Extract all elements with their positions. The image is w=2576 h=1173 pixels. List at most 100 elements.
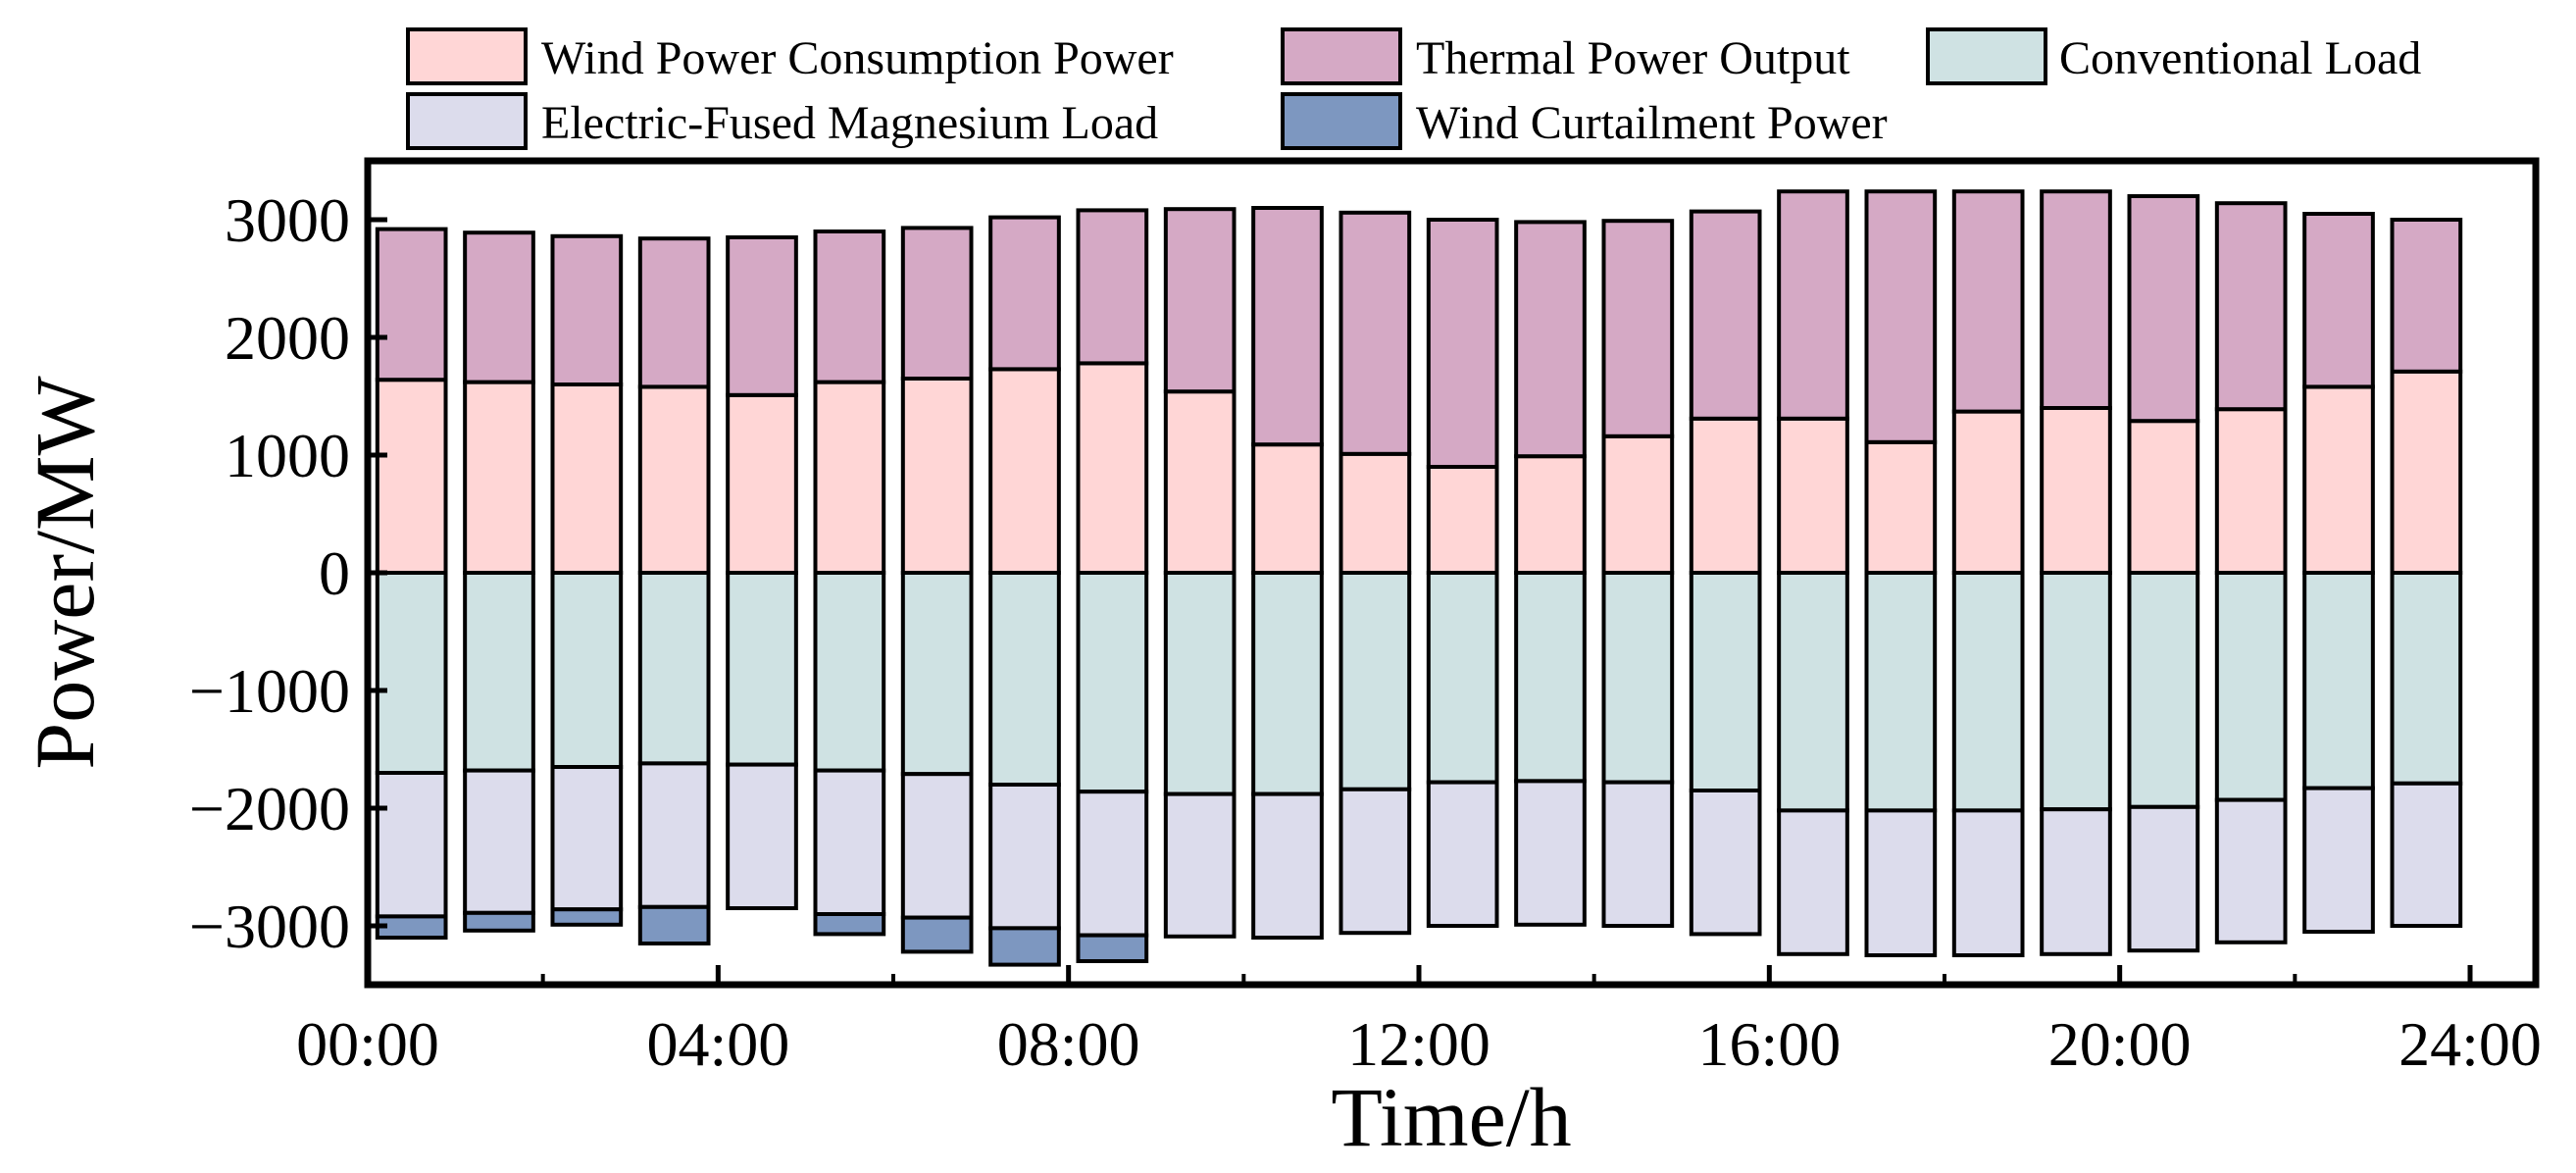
- bar-segment: [2302, 786, 2375, 934]
- bar-segment: [988, 571, 1061, 787]
- bar-segment: [900, 915, 974, 954]
- bar-segment: [1426, 465, 1499, 575]
- bar-segment: [813, 571, 886, 773]
- bar-segment: [1601, 219, 1675, 438]
- bar-segment: [1251, 206, 1324, 447]
- bar-segment: [1689, 789, 1762, 937]
- x-axis-title: Time/h: [1331, 1070, 1571, 1164]
- bar-segment: [988, 215, 1061, 372]
- x-tick-label: 08:00: [997, 1009, 1140, 1079]
- bar-segment: [1514, 454, 1587, 576]
- bar-segment: [1951, 189, 2025, 414]
- bar-segment: [2040, 189, 2112, 410]
- bar-segment: [637, 236, 711, 389]
- bar-segment: [1426, 780, 1499, 928]
- bar-segment: [2390, 781, 2463, 928]
- bar-segment: [463, 910, 535, 933]
- bar-segment: [988, 367, 1061, 575]
- y-tick-label: −3000: [189, 892, 350, 961]
- bar-segment: [1689, 571, 1762, 792]
- legend-label-wind-curtailment: Wind Curtailment Power: [1416, 97, 1888, 149]
- bar-segment: [1951, 571, 2025, 813]
- bar-segment: [900, 772, 974, 920]
- bar-segment: [1864, 189, 1938, 444]
- bar-segment: [1951, 409, 2025, 575]
- bar-segment: [1777, 571, 1849, 813]
- x-tick-label: 04:00: [646, 1009, 789, 1079]
- y-axis-ticks: 3000 2000 1000 0 −1000 −2000 −3000: [189, 185, 387, 961]
- bar-segment: [1777, 808, 1849, 956]
- bar-segment: [550, 233, 624, 386]
- bar-segment: [2214, 201, 2288, 412]
- bar-segment: [375, 771, 448, 919]
- bar-segment: [2302, 571, 2375, 790]
- bar-segment: [1251, 442, 1324, 576]
- bar-segment: [2127, 194, 2200, 424]
- bar-segment: [637, 571, 711, 766]
- bar-segment: [2390, 218, 2463, 374]
- y-tick-label: −1000: [189, 656, 350, 726]
- bar-segment: [988, 926, 1061, 967]
- bar-segment: [2040, 807, 2112, 956]
- bar-segment: [2390, 369, 2463, 575]
- bar-segment: [2214, 407, 2288, 576]
- bar-segment: [1951, 808, 2025, 958]
- bars-group: [375, 189, 2463, 967]
- bar-segment: [1076, 208, 1149, 366]
- bar-segment: [550, 382, 624, 575]
- bar-segment: [1864, 808, 1938, 958]
- bar-segment: [1339, 787, 1412, 936]
- y-tick-label: 2000: [225, 303, 350, 373]
- bar-segment: [1689, 416, 1762, 575]
- bar-segment: [637, 384, 711, 575]
- bar-segment: [1514, 220, 1587, 459]
- bar-segment: [1076, 790, 1149, 938]
- bar-segment: [2214, 571, 2288, 802]
- bar-segment: [550, 907, 624, 927]
- legend-swatch-magnesium-load: [406, 92, 528, 150]
- bar-segment: [988, 783, 1061, 931]
- bar-segment: [1163, 571, 1237, 796]
- bar-segment: [637, 904, 711, 945]
- bar-segment: [813, 380, 886, 575]
- bar-segment: [1163, 791, 1237, 939]
- bar-segment: [375, 227, 448, 382]
- bar-segment: [2040, 406, 2112, 575]
- bar-segment: [1163, 389, 1237, 576]
- legend-label-wind-consumption: Wind Power Consumption Power: [541, 32, 1174, 84]
- legend-label-conventional-load: Conventional Load: [2059, 32, 2421, 84]
- bar-segment: [1426, 571, 1499, 785]
- bar-segment: [813, 912, 886, 937]
- bar-segment: [726, 762, 798, 910]
- bar-segment: [1601, 571, 1675, 785]
- bar-segment: [2302, 384, 2375, 575]
- bar-segment: [813, 230, 886, 384]
- bar-segment: [1601, 780, 1675, 928]
- bar-segment: [1251, 791, 1324, 940]
- x-tick-label: 00:00: [296, 1009, 439, 1079]
- bar-segment: [1601, 434, 1675, 575]
- bar-segment: [2040, 571, 2112, 812]
- legend-label-magnesium-load: Electric-Fused Magnesium Load: [541, 97, 1158, 149]
- bar-segment: [2214, 797, 2288, 944]
- bar-segment: [726, 235, 798, 397]
- y-axis-title: Power/MW: [18, 376, 112, 769]
- bar-segment: [375, 571, 448, 775]
- bar-segment: [463, 768, 535, 915]
- x-tick-label: 16:00: [1697, 1009, 1841, 1079]
- bar-segment: [463, 571, 535, 773]
- bar-segment: [900, 226, 974, 381]
- bar-segment: [1777, 416, 1849, 575]
- bar-segment: [2302, 212, 2375, 389]
- bar-segment: [1777, 189, 1849, 421]
- bar-segment: [637, 761, 711, 909]
- bar-segment: [1339, 571, 1412, 791]
- bar-segment: [900, 571, 974, 777]
- bar-segment: [2127, 419, 2200, 576]
- bar-segment: [1251, 571, 1324, 796]
- legend-label-thermal-output: Thermal Power Output: [1416, 32, 1850, 84]
- bar-segment: [813, 768, 886, 916]
- legend: Wind Power Consumption Power Thermal Pow…: [406, 27, 2421, 150]
- bar-segment: [1689, 209, 1762, 421]
